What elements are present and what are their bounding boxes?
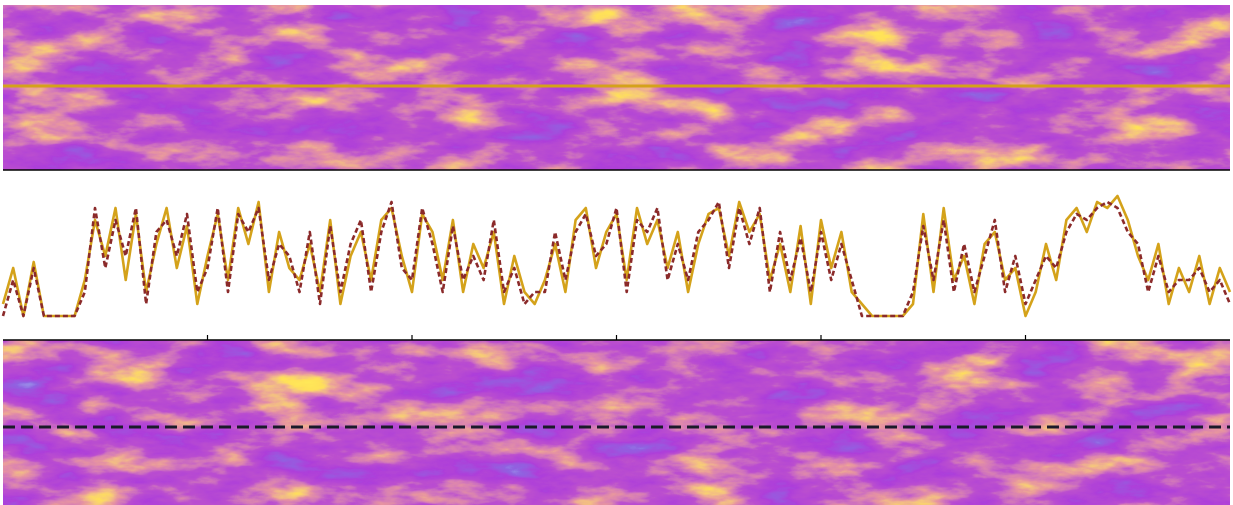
- page: (() => { const data = JSON.parse(documen…: [0, 0, 1233, 505]
- line-plot: [3, 196, 1230, 340]
- bottom-density-map: [3, 340, 1230, 505]
- figure: [0, 0, 1233, 505]
